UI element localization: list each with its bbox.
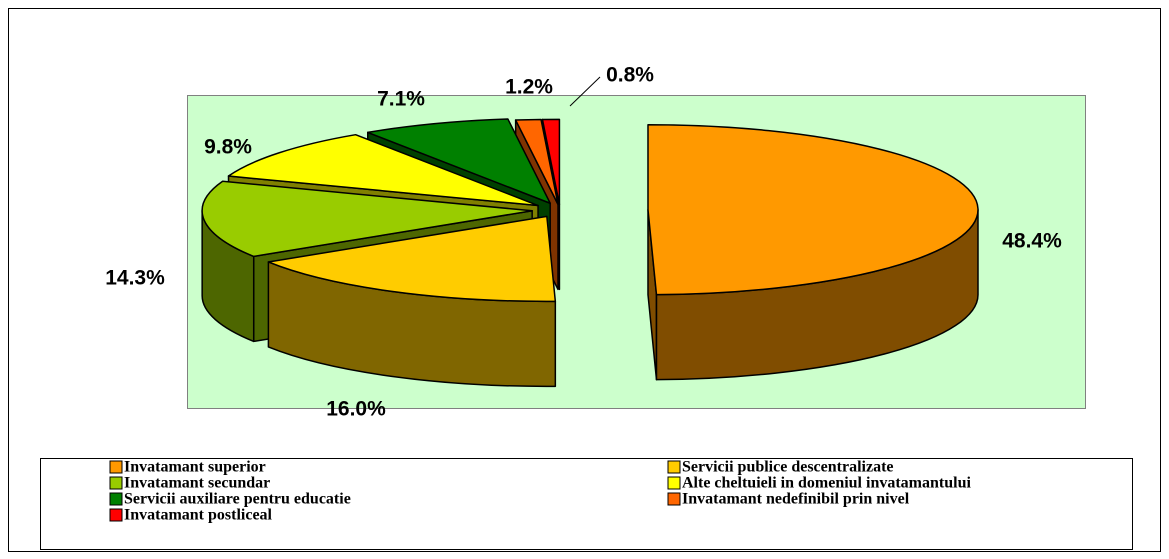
data-label: 14.3%	[105, 267, 165, 290]
data-label: 48.4%	[1002, 230, 1062, 253]
legend-entries: Invatamant superior Servicii publice desc…	[109, 459, 971, 524]
data-label: 1.2%	[505, 76, 553, 99]
legend-label: Invatamant superior	[124, 459, 266, 476]
legend-label: Invatamant postliceal	[124, 507, 273, 524]
slice	[647, 123, 979, 296]
data-labels: 48.4% 16.0% 14.3% 9.8% 7.1% 1.2% 0.8%	[105, 64, 1062, 421]
slice	[514, 118, 559, 206]
legend-swatch	[667, 476, 681, 490]
legend-swatch	[109, 460, 123, 474]
legend-swatch	[109, 476, 123, 490]
legend-swatch	[667, 460, 681, 474]
legend	[40, 458, 1133, 550]
data-label: 9.8%	[204, 136, 252, 159]
pie	[201, 118, 979, 388]
legend-swatch	[109, 508, 123, 522]
legend-swatch	[109, 492, 123, 506]
legend-label: Invatamant nedefinibil prin nivel	[682, 491, 910, 508]
legend-swatch	[667, 492, 681, 506]
leader-line	[569, 76, 601, 107]
legend-label: Servicii publice descentralizate	[682, 459, 894, 476]
data-label: 0.8%	[606, 64, 654, 87]
legend-label: Alte cheltuieli in domeniul invatamantul…	[682, 475, 971, 492]
slice	[267, 215, 557, 303]
slice	[367, 118, 551, 204]
legend-label: Servicii auxiliare pentru educatie	[124, 491, 351, 508]
data-label: 7.1%	[377, 88, 425, 111]
slice	[227, 133, 539, 207]
slice	[201, 180, 533, 258]
slice	[541, 118, 561, 206]
legend-label: Invatamant secundar	[124, 475, 270, 492]
data-label: 16.0%	[326, 398, 386, 421]
